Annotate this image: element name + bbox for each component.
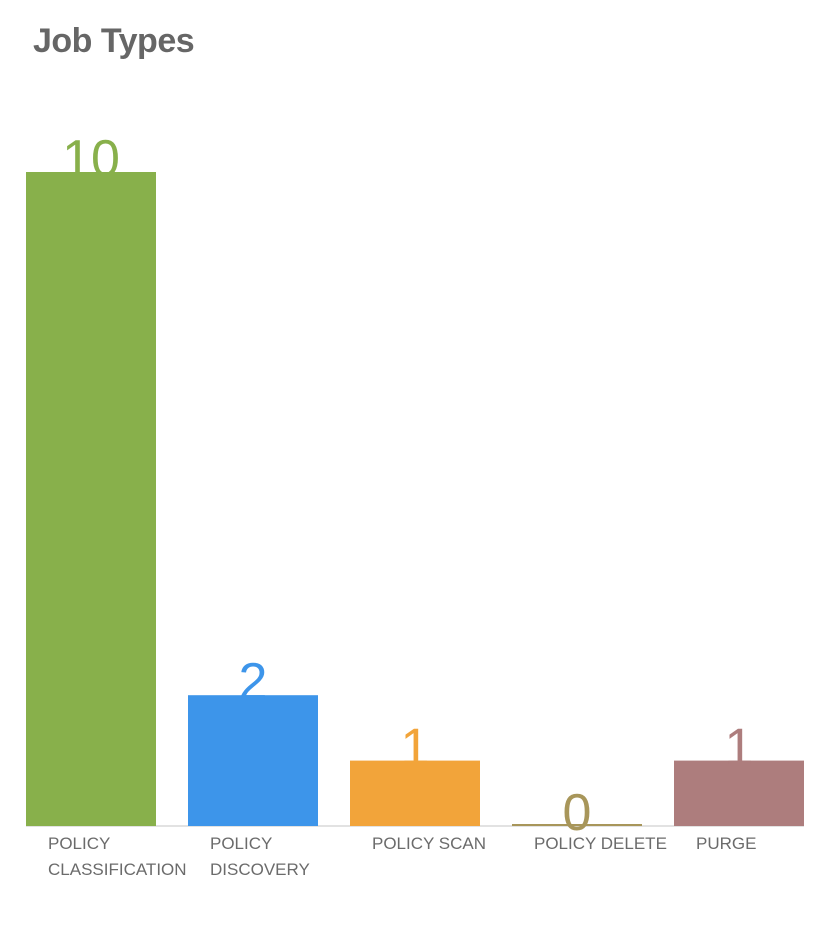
bar-policy-delete[interactable] xyxy=(512,824,642,826)
category-label-line: POLICY xyxy=(48,834,110,853)
value-label-policy-delete: 0 xyxy=(563,784,592,842)
value-label-purge: 1 xyxy=(725,719,754,777)
category-label-line: POLICY DELETE xyxy=(534,834,667,853)
category-label-purge: PURGE xyxy=(696,834,756,853)
chart-title: Job Types xyxy=(33,22,195,60)
value-label-policy-scan: 1 xyxy=(401,719,430,777)
value-label-policy-classification: 10 xyxy=(62,130,120,188)
bar-policy-scan[interactable] xyxy=(350,760,480,826)
category-label-line: POLICY SCAN xyxy=(372,834,486,853)
category-label-policy-delete: POLICY DELETE xyxy=(534,834,667,853)
category-label-line: CLASSIFICATION xyxy=(48,860,187,879)
bar-policy-classification[interactable] xyxy=(26,172,156,826)
bar-policy-discovery[interactable] xyxy=(188,695,318,826)
category-label-line: POLICY xyxy=(210,834,272,853)
category-label-policy-scan: POLICY SCAN xyxy=(372,834,486,853)
bars-group xyxy=(26,172,804,826)
bar-purge[interactable] xyxy=(674,760,804,826)
category-label-policy-discovery: POLICY DISCOVERY xyxy=(210,834,310,879)
value-label-policy-discovery: 2 xyxy=(239,653,268,711)
category-label-line: PURGE xyxy=(696,834,756,853)
category-label-policy-classification: POLICY CLASSIFICATION xyxy=(48,834,187,879)
category-label-line: DISCOVERY xyxy=(210,860,310,879)
